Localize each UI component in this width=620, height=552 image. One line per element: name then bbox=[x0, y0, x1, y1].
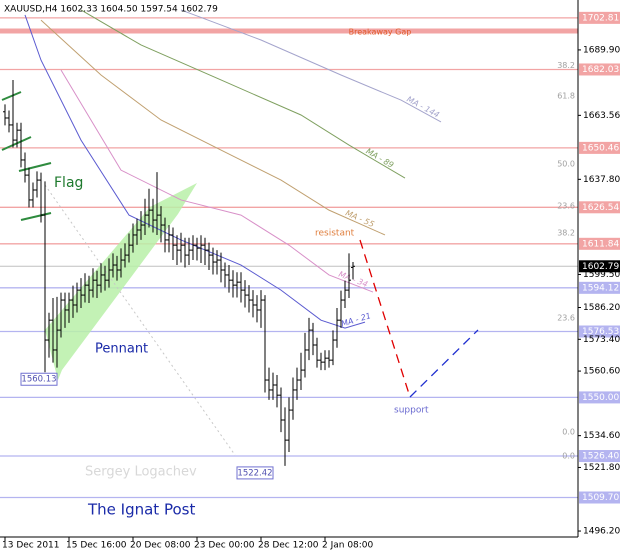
level-label: 1702.81 bbox=[582, 13, 619, 23]
level-label: 1650.46 bbox=[582, 143, 619, 153]
level-label: 1626.54 bbox=[582, 203, 619, 213]
fib-label: 38.2 bbox=[557, 228, 575, 237]
y-tick-label: 1534.60 bbox=[583, 431, 620, 441]
level-label: 1576.53 bbox=[582, 327, 619, 337]
y-tick-label: 1586.20 bbox=[583, 303, 620, 313]
support-label: support bbox=[394, 406, 429, 416]
fib-label: 0.0 bbox=[562, 452, 575, 461]
level-box bbox=[579, 141, 620, 154]
level-box bbox=[579, 450, 620, 463]
flag-label: Flag bbox=[54, 175, 83, 191]
level-box bbox=[579, 11, 620, 24]
x-tick-label: 15 Dec 16:00 bbox=[66, 541, 127, 551]
trend-line bbox=[44, 184, 236, 456]
current-price-box bbox=[579, 260, 620, 273]
level-label: 1509.70 bbox=[582, 493, 619, 503]
flag-line bbox=[20, 212, 52, 221]
moving-average bbox=[80, 9, 406, 179]
low-label: 1522.42 bbox=[237, 468, 272, 478]
level-label: 1550.00 bbox=[582, 393, 619, 403]
current-price-label: 1602.79 bbox=[582, 262, 619, 272]
y-tick-label: 1521.80 bbox=[583, 463, 620, 473]
y-tick-label: 1689.90 bbox=[583, 45, 620, 55]
fib-label: 23.6 bbox=[557, 201, 575, 210]
bars: 1560.13 1522.42 bbox=[3, 79, 355, 480]
level-box bbox=[579, 281, 620, 294]
resistant-label: resistant bbox=[315, 229, 355, 239]
fib-label: 23.6 bbox=[557, 313, 575, 322]
x-tick-label: 20 Dec 08:00 bbox=[130, 541, 191, 551]
low-label: 1560.13 bbox=[21, 375, 56, 385]
low-box bbox=[20, 372, 58, 386]
fib-label: 61.8 bbox=[557, 91, 575, 100]
x-tick-label: 23 Dec 00:00 bbox=[194, 541, 255, 551]
y-tick-label: 1637.80 bbox=[583, 175, 620, 185]
level-label: 1526.40 bbox=[582, 452, 619, 462]
fib-label: 38.2 bbox=[557, 61, 575, 70]
x-tick-label: 13 Dec 2011 bbox=[2, 541, 60, 551]
y-tick-label: 1663.56 bbox=[583, 111, 620, 121]
chart-title: XAUUSD,H4 1602.33 1604.50 1597.54 1602.7… bbox=[4, 5, 218, 15]
moving-average bbox=[60, 69, 374, 293]
flag-line bbox=[18, 162, 52, 172]
gap-label: Breakaway Gap bbox=[349, 28, 412, 37]
level-box bbox=[579, 237, 620, 250]
level-label: 1682.03 bbox=[582, 65, 619, 75]
pennant-shape bbox=[45, 183, 197, 380]
y-tick-label: 1560.60 bbox=[583, 367, 620, 377]
y-tick-label: 1496.20 bbox=[583, 527, 620, 537]
fib-label: 0.0 bbox=[562, 427, 575, 436]
forecast-up bbox=[409, 329, 479, 398]
site-name: The Ignat Post bbox=[87, 501, 195, 519]
moving-average bbox=[180, 9, 442, 123]
level-box bbox=[579, 391, 620, 404]
fib-label: 50.0 bbox=[557, 159, 575, 168]
watermark: Sergey Logachev bbox=[85, 465, 197, 480]
y-tick-label: 1599.50 bbox=[583, 270, 620, 280]
pennant-label: Pennant bbox=[95, 342, 148, 357]
level-box bbox=[579, 491, 620, 504]
low-box bbox=[236, 466, 274, 480]
moving-average bbox=[24, 14, 366, 329]
levels: Breakaway Gap 38.2 61.8 50.0 23.6 38.2 23.6 0.0… bbox=[0, 17, 578, 499]
y-tick-label: 1573.40 bbox=[583, 335, 620, 345]
moving-average bbox=[40, 19, 386, 236]
flag-line bbox=[1, 91, 22, 101]
forecast-down bbox=[359, 239, 411, 398]
x-tick-label: 2 Jan 08:00 bbox=[322, 541, 374, 551]
level-label: 1594.12 bbox=[582, 283, 619, 293]
level-box bbox=[579, 325, 620, 338]
level-label: 1611.84 bbox=[582, 239, 619, 249]
x-tick-label: 28 Dec 12:00 bbox=[258, 541, 319, 551]
level-box bbox=[579, 201, 620, 214]
level-box bbox=[579, 63, 620, 76]
